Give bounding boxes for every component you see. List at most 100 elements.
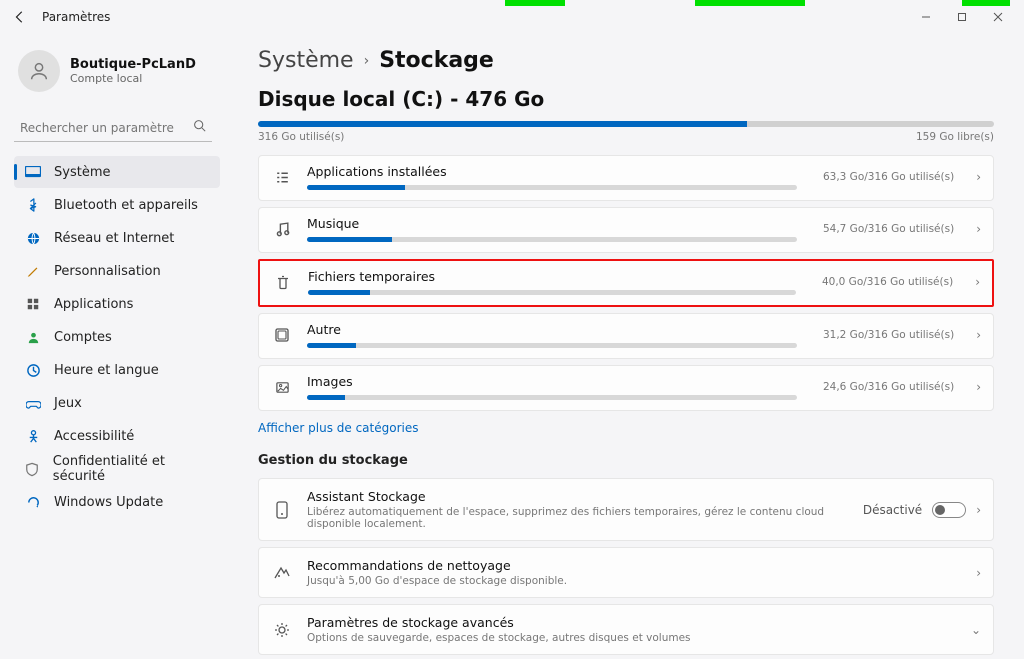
category-icon: [271, 169, 293, 186]
nav-item-r-seau-et-internet[interactable]: Réseau et Internet: [14, 222, 220, 254]
main-content: Système › Stockage Disque local (C:) - 4…: [228, 34, 1024, 659]
nav-icon: [24, 427, 42, 445]
nav-label: Heure et langue: [54, 363, 159, 378]
mgmt-label: Assistant Stockage: [307, 489, 849, 504]
nav-label: Applications: [54, 297, 133, 312]
mgmt-item[interactable]: Assistant StockageLibérez automatiquemen…: [258, 478, 994, 541]
storage-category[interactable]: Fichiers temporaires 40,0 Go/316 Go utili…: [258, 259, 994, 307]
nav-label: Système: [54, 165, 110, 180]
chevron-down-icon: ⌄: [971, 623, 981, 637]
nav-icon: [24, 394, 42, 412]
nav-item-bluetooth-et-appareils[interactable]: Bluetooth et appareils: [14, 189, 220, 221]
mgmt-icon: [271, 501, 293, 519]
chevron-right-icon: ›: [976, 380, 981, 394]
disk-free-label: 159 Go libre(s): [916, 131, 994, 143]
disk-used-label: 316 Go utilisé(s): [258, 131, 344, 143]
nav-item-heure-et-langue[interactable]: Heure et langue: [14, 354, 220, 386]
chevron-right-icon: ›: [976, 170, 981, 184]
category-bar: [307, 237, 797, 242]
mgmt-right-text: Désactivé: [863, 503, 922, 517]
chevron-right-icon: ›: [976, 566, 981, 580]
chevron-right-icon: ›: [976, 222, 981, 236]
disk-title: Disque local (C:) - 476 Go: [258, 87, 994, 111]
category-meta: 24,6 Go/316 Go utilisé(s): [823, 381, 954, 393]
category-icon: [271, 221, 293, 238]
nav-item-personnalisation[interactable]: Personnalisation: [14, 255, 220, 287]
nav-item-syst-me[interactable]: Système: [14, 156, 220, 188]
search-box[interactable]: [14, 114, 220, 142]
show-more-link[interactable]: Afficher plus de catégories: [258, 421, 994, 435]
category-label: Autre: [307, 322, 797, 337]
mgmt-desc: Options de sauvegarde, espaces de stocka…: [307, 632, 957, 644]
nav-icon: [24, 196, 42, 214]
storage-category[interactable]: Autre 31,2 Go/316 Go utilisé(s) ›: [258, 313, 994, 359]
chevron-right-icon: ›: [975, 275, 980, 289]
search-input[interactable]: [14, 114, 212, 142]
category-meta: 54,7 Go/316 Go utilisé(s): [823, 223, 954, 235]
mgmt-header: Gestion du stockage: [258, 453, 994, 468]
search-icon: [193, 119, 206, 135]
chevron-right-icon: ›: [976, 328, 981, 342]
chevron-right-icon: ›: [364, 53, 370, 69]
nav-item-windows-update[interactable]: Windows Update: [14, 486, 220, 518]
back-button[interactable]: [8, 5, 32, 29]
category-bar: [307, 395, 797, 400]
toggle-switch[interactable]: [932, 502, 966, 518]
account-block[interactable]: Boutique-PcLanD Compte local: [14, 42, 220, 106]
disk-usage-bar: 316 Go utilisé(s) 159 Go libre(s): [258, 121, 994, 143]
mgmt-desc: Jusqu'à 5,00 Go d'espace de stockage dis…: [307, 575, 962, 587]
mgmt-item[interactable]: Recommandations de nettoyage Jusqu'à 5,00…: [258, 547, 994, 598]
storage-category[interactable]: Images24,6 Go/316 Go utilisé(s)›: [258, 365, 994, 411]
category-bar: [307, 343, 797, 348]
category-meta: 63,3 Go/316 Go utilisé(s): [823, 171, 954, 183]
nav-label: Jeux: [54, 396, 82, 411]
nav-list: Système Bluetooth et appareils Réseau et I…: [14, 156, 220, 518]
mgmt-label: Paramètres de stockage avancés: [307, 615, 957, 630]
category-icon: [271, 380, 293, 395]
close-button[interactable]: [980, 4, 1016, 30]
nav-icon: [24, 493, 42, 511]
mgmt-label: Recommandations de nettoyage: [307, 558, 962, 573]
nav-label: Réseau et Internet: [54, 231, 174, 246]
chevron-right-icon: ›: [976, 503, 981, 517]
storage-category[interactable]: Applications installées 63,3 Go/316 Go ut…: [258, 155, 994, 201]
account-sub: Compte local: [70, 72, 196, 85]
nav-icon: [24, 460, 41, 478]
breadcrumb-parent[interactable]: Système: [258, 48, 354, 73]
nav-icon: [24, 361, 42, 379]
mgmt-item[interactable]: Paramètres de stockage avancés Options de…: [258, 604, 994, 655]
category-bar: [307, 185, 797, 190]
maximize-button[interactable]: [944, 4, 980, 30]
storage-category[interactable]: Musique 54,7 Go/316 Go utilisé(s) ›: [258, 207, 994, 253]
category-label: Musique: [307, 216, 797, 231]
nav-label: Accessibilité: [54, 429, 134, 444]
nav-item-comptes[interactable]: Comptes: [14, 321, 220, 353]
nav-label: Confidentialité et sécurité: [53, 454, 210, 484]
mgmt-icon: [271, 621, 293, 639]
minimize-button[interactable]: [908, 4, 944, 30]
category-label: Fichiers temporaires: [308, 269, 796, 284]
nav-icon: [24, 229, 42, 247]
category-meta: 31,2 Go/316 Go utilisé(s): [823, 329, 954, 341]
mgmt-icon: [271, 565, 293, 581]
window-title: Paramètres: [42, 10, 110, 24]
nav-item-confidentialit-et-s-curit-[interactable]: Confidentialité et sécurité: [14, 453, 220, 485]
breadcrumb-child: Stockage: [379, 48, 494, 73]
nav-item-applications[interactable]: Applications: [14, 288, 220, 320]
category-list: Applications installées 63,3 Go/316 Go ut…: [258, 155, 994, 411]
nav-icon: [24, 262, 42, 280]
account-name: Boutique-PcLanD: [70, 57, 196, 72]
nav-item-jeux[interactable]: Jeux: [14, 387, 220, 419]
nav-icon: [24, 163, 42, 181]
category-bar: [308, 290, 796, 295]
nav-item-accessibilit-[interactable]: Accessibilité: [14, 420, 220, 452]
nav-label: Windows Update: [54, 495, 163, 510]
nav-label: Personnalisation: [54, 264, 161, 279]
sidebar: Boutique-PcLanD Compte local Système Blue…: [0, 34, 228, 659]
mgmt-list: Assistant StockageLibérez automatiquemen…: [258, 478, 994, 655]
category-meta: 40,0 Go/316 Go utilisé(s): [822, 276, 953, 288]
breadcrumb: Système › Stockage: [258, 48, 994, 73]
category-label: Applications installées: [307, 164, 797, 179]
avatar-icon: [18, 50, 60, 92]
nav-icon: [24, 328, 42, 346]
